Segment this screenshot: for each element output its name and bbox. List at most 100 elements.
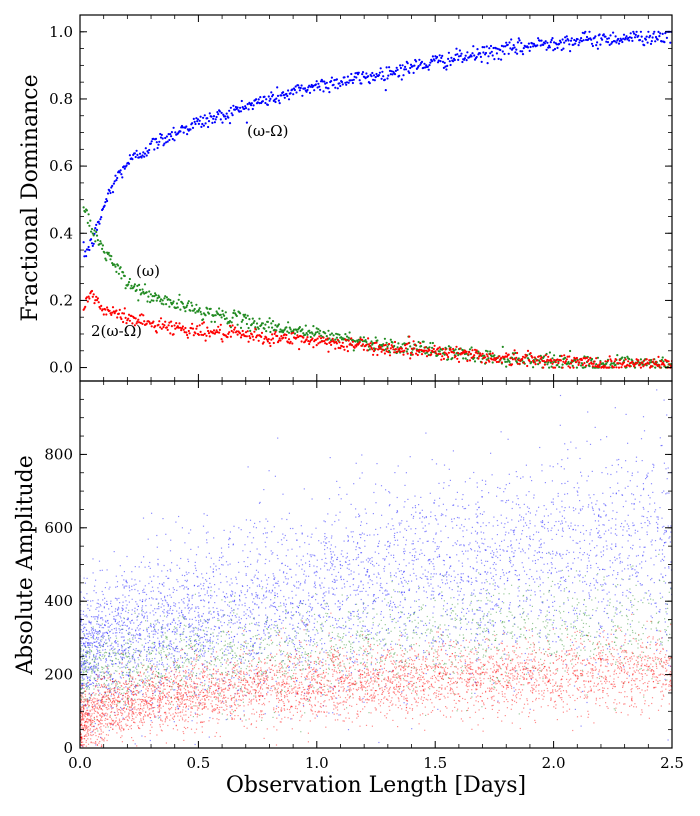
bottom-point	[180, 634, 181, 635]
bottom-point	[97, 618, 98, 619]
top-point	[300, 87, 302, 89]
bottom-point	[161, 631, 162, 632]
bottom-point	[151, 513, 152, 514]
bottom-point	[179, 615, 180, 616]
bottom-point	[660, 437, 661, 438]
bottom-point	[352, 653, 353, 654]
top-point	[124, 168, 126, 170]
top-point	[609, 34, 611, 36]
top-point	[333, 334, 335, 336]
top-point	[98, 301, 100, 303]
bottom-point	[651, 541, 652, 542]
bottom-point	[148, 627, 149, 628]
bottom-point	[385, 545, 386, 546]
top-point	[215, 118, 217, 120]
bottom-point	[632, 548, 633, 549]
bottom-point	[250, 551, 251, 552]
bottom-point	[645, 561, 646, 562]
top-point	[275, 98, 277, 100]
bottom-point	[140, 628, 141, 629]
bottom-point	[560, 395, 561, 396]
bottom-point	[665, 582, 666, 583]
bottom-point	[233, 639, 234, 640]
bottom-point	[102, 591, 103, 592]
bottom-point	[188, 572, 189, 573]
bottom-point	[579, 552, 580, 553]
bottom-point	[115, 611, 116, 612]
top-point	[628, 39, 630, 41]
bottom-point	[526, 630, 527, 631]
top-point	[93, 293, 95, 295]
top-point	[285, 326, 287, 328]
top-point	[389, 354, 391, 356]
top-point	[612, 31, 614, 33]
bottom-point	[438, 636, 439, 637]
bottom-point	[300, 584, 301, 585]
top-point	[353, 79, 355, 81]
bottom-point	[280, 602, 281, 603]
bottom-point	[496, 574, 497, 575]
bottom-point	[218, 588, 219, 589]
bottom-point	[665, 631, 666, 632]
bottom-point	[501, 500, 502, 501]
bottom-point	[444, 564, 445, 565]
top-point	[488, 47, 490, 49]
bottom-point	[118, 598, 119, 599]
bottom-point	[518, 521, 519, 522]
top-point	[166, 296, 168, 298]
bottom-point	[195, 607, 196, 608]
bottom-point	[455, 499, 456, 500]
bottom-point	[235, 592, 236, 593]
bottom-point	[649, 503, 650, 504]
top-point	[311, 337, 313, 339]
bottom-point	[244, 611, 245, 612]
top-point	[198, 123, 200, 125]
top-point	[176, 302, 178, 304]
bottom-point	[382, 587, 383, 588]
bottom-point	[493, 626, 494, 627]
bottom-point	[582, 691, 583, 692]
bottom-point	[161, 673, 162, 674]
bottom-point	[395, 644, 396, 645]
top-point	[290, 92, 292, 94]
bottom-point	[508, 439, 509, 440]
top-point	[109, 310, 111, 312]
bottom-point	[241, 618, 242, 619]
bottom-point	[110, 601, 111, 602]
top-point	[327, 87, 329, 89]
bottom-point	[285, 599, 286, 600]
bottom-point	[536, 531, 537, 532]
top-point	[187, 302, 189, 304]
bottom-point	[134, 589, 135, 590]
bottom-point	[153, 590, 154, 591]
bottom-point	[529, 538, 530, 539]
top-point	[553, 354, 555, 356]
bottom-point	[321, 607, 322, 608]
bottom-point	[344, 586, 345, 587]
bottom-point	[429, 623, 430, 624]
bottom-point	[82, 639, 83, 640]
top-point	[590, 39, 592, 41]
bottom-point	[241, 644, 242, 645]
bottom-point	[260, 644, 261, 645]
bottom-point	[641, 523, 642, 524]
top-point	[517, 41, 519, 43]
bottom-point	[197, 606, 198, 607]
bottom-point	[410, 528, 411, 529]
bottom-point	[271, 592, 272, 593]
bottom-point	[339, 603, 340, 604]
top-point	[278, 100, 280, 102]
top-point	[306, 334, 308, 336]
bottom-point	[533, 579, 534, 580]
bottom-point	[463, 573, 464, 574]
bottom-point	[247, 654, 248, 655]
bottom-point	[338, 714, 339, 715]
bottom-point	[285, 606, 286, 607]
bottom-point	[433, 538, 434, 539]
top-point	[123, 312, 125, 314]
top-point	[267, 340, 269, 342]
top-point	[493, 58, 495, 60]
bottom-point	[170, 643, 171, 644]
top-point	[365, 341, 367, 343]
top-point	[565, 40, 567, 42]
